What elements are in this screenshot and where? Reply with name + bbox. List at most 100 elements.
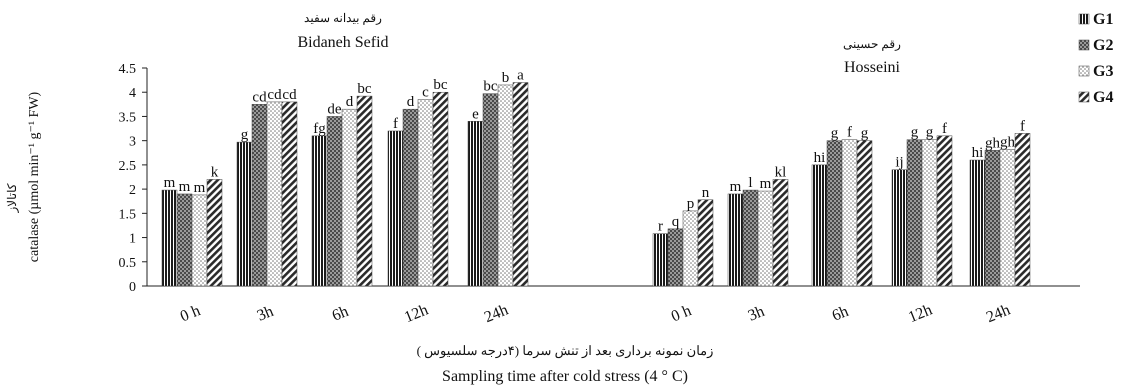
bars <box>161 82 1031 287</box>
bar-letter-label: cd <box>267 87 282 103</box>
bar-g1 <box>236 141 253 287</box>
bar-g3 <box>921 139 938 287</box>
legend-swatch-g1 <box>1078 13 1090 25</box>
x-axis-label-fa: زمان نمونه برداری بعد از تنش سرما (۴درجه… <box>417 343 714 359</box>
bar-g2 <box>742 189 759 287</box>
panel-2-title: Hosseini <box>844 59 901 76</box>
y-tick-label: 3 <box>129 135 136 150</box>
bar-g3 <box>757 190 774 287</box>
bar-letter-label: a <box>517 68 524 84</box>
bar-g1 <box>387 130 404 287</box>
x-tick-label: 3h <box>746 303 767 325</box>
bar-letter-label: m <box>730 179 742 195</box>
bar-g4 <box>356 95 373 287</box>
bar-g4 <box>697 199 714 287</box>
x-tick-label: 24h <box>984 301 1013 326</box>
bar-g3 <box>497 84 514 287</box>
x-tick-label: 24h <box>482 301 511 326</box>
y-tick-label: 1.5 <box>119 207 137 222</box>
bar-letter-label: bc <box>483 79 498 95</box>
bar-g2 <box>176 193 193 287</box>
panel-1-title: Bidaneh Sefid <box>297 34 388 51</box>
bar-letter-label: e <box>472 106 479 122</box>
y-tick-label: 4 <box>129 86 136 101</box>
bar-g3 <box>841 139 858 287</box>
bar-letter-label: f <box>1020 118 1025 134</box>
bar-g4 <box>512 82 529 287</box>
bar-letter-label: hi <box>814 150 826 166</box>
legend: G1 G2 G3 G4 <box>1078 11 1113 106</box>
bar-g4 <box>1014 133 1031 287</box>
bar-g2 <box>482 93 499 287</box>
bar-g3 <box>682 210 699 287</box>
bar-letter-label: f <box>847 125 852 141</box>
bar-g1 <box>891 169 908 287</box>
y-tick-label: 3.5 <box>119 110 137 125</box>
x-tick-label: 6h <box>830 303 851 325</box>
bar-letter-label: m <box>179 179 191 195</box>
bar-g4 <box>936 135 953 287</box>
bar-letter-label: b <box>502 70 510 86</box>
y-ticks: 0 0.5 1 1.5 2 2.5 3 3.5 4 4.5 <box>119 62 147 295</box>
bar-g4 <box>432 91 449 287</box>
bar-letter-label: de <box>327 101 342 117</box>
bar-g2 <box>984 150 1001 287</box>
bar-g1 <box>727 193 744 287</box>
bar-g3 <box>417 99 434 287</box>
bar-g2 <box>667 228 684 287</box>
bar-letter-label: bc <box>357 81 372 97</box>
bar-g1 <box>161 189 178 287</box>
panel-1-title-fa: رقم بیدانه سفید <box>304 11 382 25</box>
bar-g2 <box>906 139 923 287</box>
bar-g1 <box>311 135 328 287</box>
legend-label-g1: G1 <box>1093 11 1113 28</box>
bar-letter-label: m <box>194 180 206 196</box>
y-tick-label: 4.5 <box>119 62 137 77</box>
bar-letter-label: f <box>942 121 947 137</box>
bar-letter-label: d <box>346 94 354 110</box>
bar-letter-label: ij <box>895 155 903 171</box>
bar-g4 <box>772 179 789 287</box>
bar-letter-label: g <box>241 127 249 143</box>
bar-letter-label: p <box>687 196 695 212</box>
bar-g3 <box>341 108 358 287</box>
bar-letter-label: g <box>926 125 934 141</box>
bar-letter-label: c <box>422 84 429 100</box>
legend-label-g3: G3 <box>1093 63 1113 80</box>
x-axis-label: Sampling time after cold stress (4 ° C) <box>442 368 688 385</box>
legend-label-g4: G4 <box>1093 89 1113 106</box>
bar-letter-label: l <box>748 175 752 191</box>
bar-letter-label: g <box>861 126 869 142</box>
y-tick-label: 2 <box>129 183 136 198</box>
bar-g3 <box>266 101 283 287</box>
bar-letter-label: n <box>702 185 710 201</box>
x-tick-label: 0 h <box>669 302 694 325</box>
bar-letter-label: m <box>760 176 772 192</box>
bar-letter-label: d <box>407 94 415 110</box>
x-tick-label: 12h <box>402 301 431 326</box>
bar-g1 <box>467 121 484 287</box>
bar-g2 <box>826 140 843 287</box>
legend-swatch-g3 <box>1078 65 1090 77</box>
bar-letter-label: m <box>164 175 176 191</box>
bar-g2 <box>251 104 268 287</box>
x-tick-label: 3h <box>255 303 276 325</box>
bar-g1 <box>652 233 669 287</box>
bar-g1 <box>969 159 986 287</box>
y-axis-label: catalase (µmol min⁻¹ g⁻¹ FW) <box>27 91 42 262</box>
bar-letter-label: kl <box>775 164 787 180</box>
bar-g3 <box>191 194 208 287</box>
bar-letter-label: r <box>658 219 663 235</box>
legend-swatch-g4 <box>1078 91 1090 103</box>
bar-letter-label: k <box>211 164 219 180</box>
bar-letter-label: bc <box>433 77 448 93</box>
bar-letter-label: f <box>393 116 398 132</box>
x-tick-label: 6h <box>330 303 351 325</box>
bar-g1 <box>811 164 828 287</box>
legend-swatch-g2 <box>1078 39 1090 51</box>
bar-g3 <box>999 149 1016 287</box>
bar-g4 <box>856 140 873 287</box>
bar-letter-label: g <box>911 125 919 141</box>
